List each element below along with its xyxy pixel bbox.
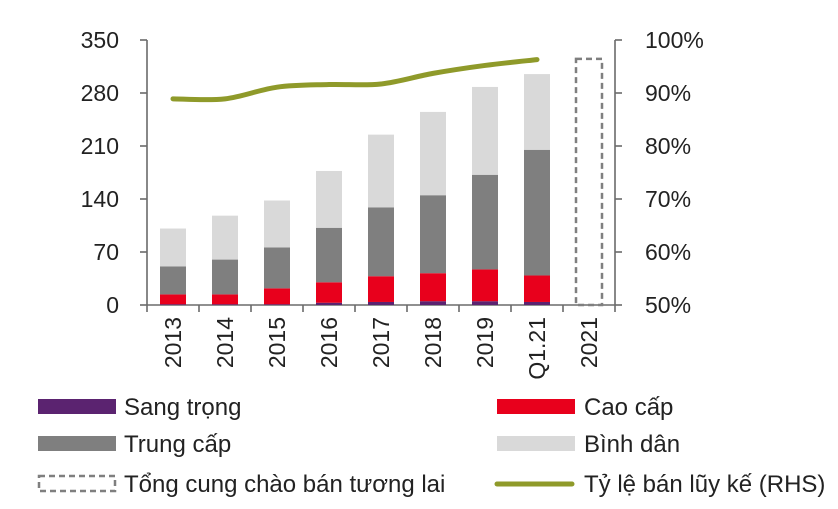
bar-segment <box>524 301 550 305</box>
bar-segment <box>524 74 550 150</box>
right-tick-label: 90% <box>645 80 691 106</box>
legend-label: Cao cấp <box>584 394 673 421</box>
x-tick-label: 2016 <box>316 317 342 368</box>
sell-rate-line <box>170 57 540 103</box>
x-tick-label: 2019 <box>472 317 498 368</box>
bar-segment <box>212 259 238 295</box>
legend-swatch <box>497 399 575 414</box>
right-tick-label: 50% <box>645 292 691 318</box>
bar-segment <box>212 215 238 260</box>
left-tick-label: 350 <box>81 27 119 53</box>
x-tick-label: 2018 <box>420 317 446 368</box>
legend-label: Trung cấp <box>124 431 231 458</box>
bar-segment <box>420 273 446 302</box>
bar-segment <box>212 294 238 305</box>
right-tick-label: 80% <box>645 133 691 159</box>
x-tick-label: 2015 <box>264 317 290 368</box>
legend-swatch <box>37 474 117 493</box>
legend-label: Tỷ lệ bán lũy kế (RHS) <box>584 471 825 498</box>
legend-label: Tổng cung chào bán tương lai <box>124 471 445 498</box>
bar-segment <box>316 227 342 283</box>
bar-segment <box>368 301 394 305</box>
bar-segment <box>316 170 342 228</box>
bar-segment <box>472 269 498 302</box>
x-tick-label: 2014 <box>212 317 238 368</box>
bar-segment <box>368 134 394 208</box>
bar-segment <box>160 304 186 305</box>
right-tick-label: 60% <box>645 239 691 265</box>
left-tick-label: 0 <box>106 292 119 318</box>
bar-segment <box>420 111 446 196</box>
left-tick-label: 210 <box>81 133 119 159</box>
bar-segment <box>472 86 498 175</box>
bar-segment <box>160 228 186 267</box>
bar-segment <box>160 294 186 305</box>
legend-swatch <box>38 399 116 414</box>
x-tick-label: 2017 <box>368 317 394 368</box>
bar-segment <box>420 301 446 305</box>
bar-segment <box>212 304 238 305</box>
right-tick-label: 70% <box>645 186 691 212</box>
future-supply-bar <box>574 57 604 307</box>
left-tick-label: 280 <box>81 80 119 106</box>
bar-segment <box>264 247 290 289</box>
bar-segment <box>472 174 498 270</box>
bar-segment <box>420 195 446 274</box>
x-tick-label: Q1.21 <box>524 317 550 380</box>
legend-swatch <box>38 436 116 451</box>
left-tick-label: 70 <box>93 239 119 265</box>
bar-segment <box>368 276 394 302</box>
bar-segment <box>160 266 186 295</box>
bar-segment <box>316 302 342 305</box>
right-tick-label: 100% <box>645 27 704 53</box>
bar-segment <box>264 288 290 305</box>
bar-segment <box>524 149 550 276</box>
bar-segment <box>264 304 290 305</box>
x-tick-label: 2013 <box>160 317 186 368</box>
x-tick-label: 2021 <box>576 317 602 368</box>
legend-label: Sang trọng <box>124 394 241 421</box>
legend-label: Bình dân <box>584 431 680 458</box>
bar-segment <box>316 282 342 303</box>
bar-segment <box>524 275 550 302</box>
bar-segment <box>472 301 498 305</box>
bar-segment <box>368 207 394 277</box>
left-tick-label: 140 <box>81 186 119 212</box>
bar-segment <box>264 200 290 248</box>
legend-swatch <box>497 436 575 451</box>
